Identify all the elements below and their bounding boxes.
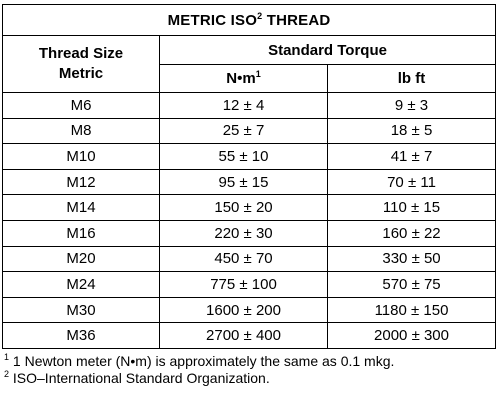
thread-size-cell: M16 (2, 219, 160, 247)
torque-nm-cell: 1600 ± 200 (159, 296, 328, 324)
table-row: M8 25 ± 7 18 ± 5 (2, 117, 497, 145)
torque-nm-cell: 2700 ± 400 (159, 322, 328, 349)
header-unit-nm-text: N•m (226, 70, 256, 87)
footnote-1-text: 1 Newton meter (N•m) is approximately th… (9, 352, 395, 369)
torque-nm-cell: 150 ± 20 (159, 194, 328, 221)
thread-size-cell: M10 (2, 143, 160, 170)
torque-nm-cell: 12 ± 4 (159, 92, 328, 119)
table-title-suffix: THREAD (262, 11, 331, 29)
thread-size-cell: M8 (2, 117, 160, 145)
table-title-text: METRIC ISO (167, 11, 258, 29)
table-row: M24 775 ± 100 570 ± 75 (2, 271, 497, 298)
header-unit-nm-footnote-mark: 1 (255, 69, 261, 79)
table-row: M14 150 ± 20 110 ± 15 (2, 194, 497, 221)
footnote-2-text: ISO–International Standard Organization. (9, 369, 270, 386)
torque-lbft-cell: 570 ± 75 (326, 271, 497, 298)
footnote-1-mark: 1 (4, 351, 10, 362)
thread-size-cell: M14 (2, 194, 160, 221)
header-standard-torque: Standard Torque (158, 35, 497, 65)
table-row: M10 55 ± 10 41 ± 7 (2, 143, 497, 170)
header-thread-size: Thread Size Metric (2, 35, 160, 93)
torque-lbft-cell: 41 ± 7 (326, 143, 497, 170)
header-unit-lbft: lb ft (326, 64, 497, 93)
torque-nm-cell: 450 ± 70 (159, 245, 328, 273)
thread-size-cell: M20 (2, 245, 160, 273)
footnote-2: 2 ISO–International Standard Organizatio… (4, 368, 495, 387)
header-thread-size-line2: Metric (58, 65, 104, 82)
table-title: METRIC ISO2 THREAD (1, 4, 497, 36)
thread-size-cell: M6 (2, 92, 160, 119)
footnote-2-mark: 2 (4, 368, 10, 379)
table-row: M20 450 ± 70 330 ± 50 (2, 245, 497, 273)
torque-nm-cell: 55 ± 10 (159, 143, 328, 170)
footnote-1: 1 1 Newton meter (N•m) is approximately … (4, 351, 495, 370)
torque-lbft-cell: 1180 ± 150 (326, 296, 497, 324)
header-thread-size-line1: Thread Size (38, 45, 124, 62)
torque-nm-cell: 220 ± 30 (159, 219, 328, 247)
thread-size-cell: M30 (2, 296, 160, 324)
table-row: M36 2700 ± 400 2000 ± 300 (2, 322, 497, 349)
torque-spec-sheet: METRIC ISO2 THREAD Thread Size Metric St… (1, 4, 497, 387)
torque-nm-cell: 775 ± 100 (159, 271, 328, 298)
thread-size-cell: M24 (2, 271, 160, 298)
torque-lbft-cell: 160 ± 22 (326, 219, 497, 247)
table-row: M12 95 ± 15 70 ± 11 (2, 168, 497, 196)
table-row: M30 1600 ± 200 1180 ± 150 (2, 296, 497, 324)
footnotes: 1 1 Newton meter (N•m) is approximately … (2, 351, 495, 387)
torque-lbft-cell: 2000 ± 300 (326, 322, 497, 349)
torque-lbft-cell: 18 ± 5 (326, 117, 497, 145)
torque-lbft-cell: 330 ± 50 (326, 245, 497, 273)
thread-size-cell: M12 (2, 168, 160, 196)
torque-lbft-cell: 70 ± 11 (326, 168, 497, 196)
torque-nm-cell: 95 ± 15 (159, 168, 328, 196)
torque-lbft-cell: 110 ± 15 (326, 194, 497, 221)
table-title-footnote-mark: 2 (257, 10, 263, 21)
torque-table: METRIC ISO2 THREAD Thread Size Metric St… (1, 4, 497, 349)
table-row: M16 220 ± 30 160 ± 22 (2, 219, 497, 247)
torque-lbft-cell: 9 ± 3 (326, 92, 497, 119)
header-unit-nm: N•m1 (159, 64, 328, 93)
thread-size-cell: M36 (2, 322, 160, 349)
torque-nm-cell: 25 ± 7 (159, 117, 328, 145)
